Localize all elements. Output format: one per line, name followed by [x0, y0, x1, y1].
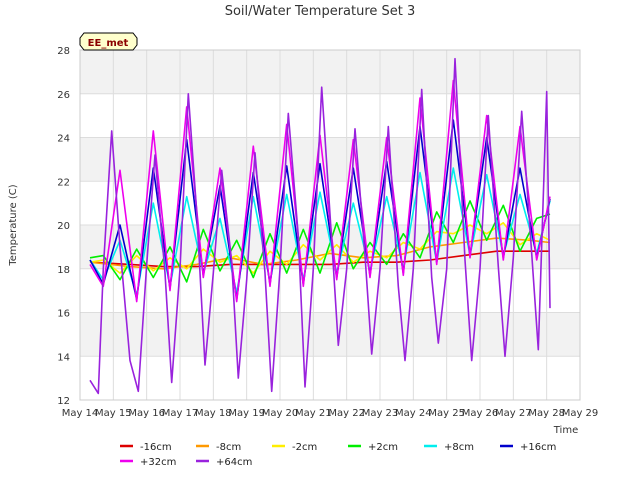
series-lines [89, 57, 551, 395]
plot-area [79, 49, 581, 401]
x-tick-label: May 15 [95, 408, 132, 419]
y-tick-label: 28 [57, 46, 70, 57]
x-tick-label: May 17 [162, 408, 199, 419]
x-tick-label: May 18 [195, 408, 232, 419]
legend-label: +16cm [520, 442, 556, 453]
legend-label: +8cm [444, 442, 474, 453]
site-badge-label: EE_met [88, 38, 129, 49]
chart-title: Soil/Water Temperature Set 3 [225, 4, 416, 19]
x-tick-label: May 26 [462, 408, 499, 419]
x-tick-label: May 29 [562, 408, 599, 419]
x-tick-label: May 27 [495, 408, 532, 419]
y-tick-label: 22 [57, 177, 70, 188]
y-tick-label: 24 [57, 134, 70, 145]
background-band [80, 312, 580, 357]
site-badge: EE_met [79, 32, 138, 51]
y-tick-label: 16 [57, 309, 70, 320]
x-tick-label: May 22 [328, 408, 365, 419]
x-tick-label: May 20 [262, 408, 299, 419]
y-axis-title: Temperature (C) [8, 184, 19, 266]
y-tick-label: 26 [57, 90, 70, 101]
background-band [80, 137, 580, 182]
x-tick-label: May 21 [295, 408, 332, 419]
legend-label: +2cm [368, 442, 398, 453]
x-tick-label: May 14 [62, 408, 99, 419]
legend-label: +64cm [216, 457, 252, 468]
x-tick-label: May 25 [428, 408, 465, 419]
x-tick-label: May 24 [395, 408, 432, 419]
series-line-+64cm [89, 57, 551, 395]
legend: -16cm -8cm -2cm +2cm +8cm +16cm +32cm +64cm [120, 442, 556, 468]
background-band [80, 50, 580, 94]
legend-label: -16cm [140, 442, 172, 453]
legend-label: -8cm [216, 442, 241, 453]
y-tick-label: 14 [57, 352, 70, 363]
x-tick-label: May 28 [528, 408, 565, 419]
x-tick-label: May 16 [128, 408, 165, 419]
x-tick-label: May 19 [228, 408, 265, 419]
y-tick-label: 12 [57, 396, 70, 407]
x-axis-title: Time [553, 425, 578, 436]
x-tick-label: May 23 [362, 408, 399, 419]
y-tick-label: 20 [57, 221, 70, 232]
y-tick-label: 18 [57, 265, 70, 276]
legend-label: -2cm [292, 442, 317, 453]
legend-label: +32cm [140, 457, 176, 468]
y-axis-ticks: 12 14 16 18 20 22 24 26 28 [57, 46, 70, 407]
